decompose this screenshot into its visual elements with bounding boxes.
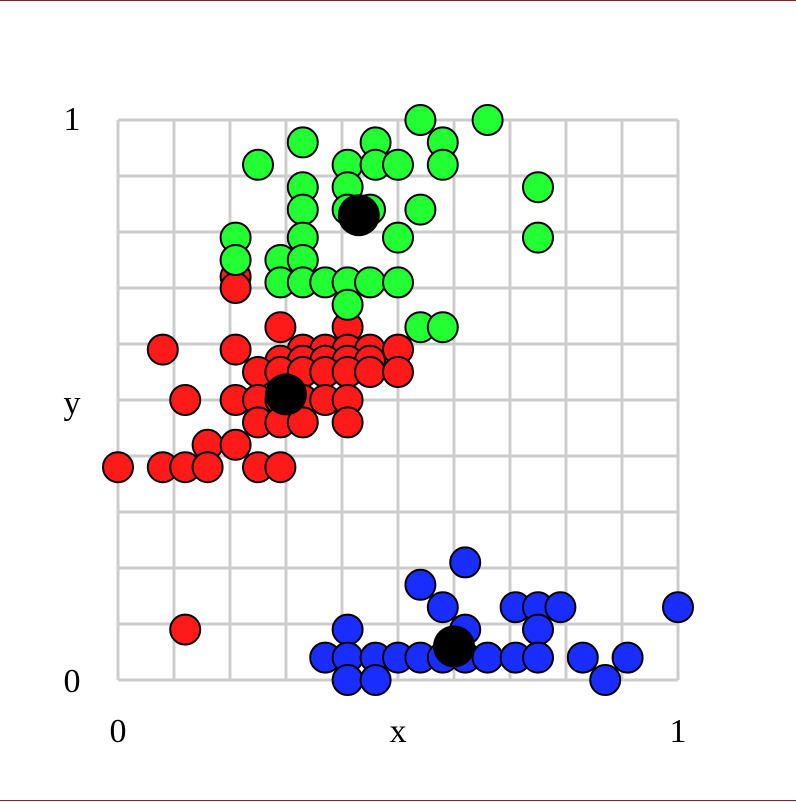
data-point-cluster-2 [382,266,414,299]
data-point-cluster-2 [426,148,459,181]
data-point-cluster-1 [382,356,414,388]
data-point-cluster-1 [169,384,202,416]
data-point-cluster-3 [522,641,554,674]
top-border [0,0,796,1]
data-point-cluster-3 [589,664,622,696]
data-point-cluster-3 [359,664,392,696]
x-tick-min: 0 [110,713,127,750]
x-axis-label: x [390,713,407,750]
centroid-point [337,194,380,237]
data-point-cluster-3 [544,591,577,624]
data-point-cluster-2 [286,126,319,159]
centroid-point [265,373,307,416]
x-tick-max: 1 [670,713,687,750]
y-tick-min: 0 [64,663,81,700]
data-point-cluster-1 [102,451,134,484]
data-point-cluster-2 [404,193,437,226]
data-point-cluster-1 [286,406,319,439]
data-point-cluster-2 [522,221,554,254]
data-point-cluster-3 [611,641,644,674]
data-point-cluster-2 [404,104,437,136]
data-point-cluster-2 [382,148,414,181]
data-point-cluster-3 [566,641,599,674]
data-point-cluster-3 [331,613,364,646]
data-point-cluster-2 [354,266,386,299]
grid [116,118,680,682]
data-point-cluster-3 [522,613,554,646]
data-point-cluster-3 [331,664,364,696]
data-point-cluster-1 [219,428,252,461]
data-points [102,104,694,696]
data-point-cluster-1 [219,333,252,366]
data-point-cluster-1 [219,272,252,304]
data-point-cluster-2 [242,148,274,181]
data-point-cluster-1 [331,406,364,439]
data-point-cluster-3 [662,591,694,624]
data-point-cluster-1 [264,451,297,484]
data-point-cluster-2 [471,104,504,136]
data-point-cluster-1 [354,356,386,388]
bottom-border [0,800,796,801]
y-tick-max: 1 [64,101,81,138]
data-point-cluster-1 [264,311,297,344]
data-point-cluster-1 [146,333,179,366]
data-point-cluster-3 [471,641,504,674]
centroids [265,194,475,668]
data-point-cluster-3 [404,568,437,601]
data-point-cluster-2 [331,288,364,321]
data-point-cluster-2 [426,311,459,344]
data-point-cluster-2 [219,244,252,276]
data-point-cluster-2 [286,193,319,226]
data-point-cluster-3 [449,546,482,579]
y-axis-label: y [64,385,81,422]
data-point-cluster-2 [382,221,414,254]
data-point-cluster-2 [522,171,554,204]
data-point-cluster-1 [191,451,224,484]
data-point-cluster-3 [426,591,459,624]
data-point-cluster-1 [169,613,202,646]
centroid-point [433,625,475,668]
